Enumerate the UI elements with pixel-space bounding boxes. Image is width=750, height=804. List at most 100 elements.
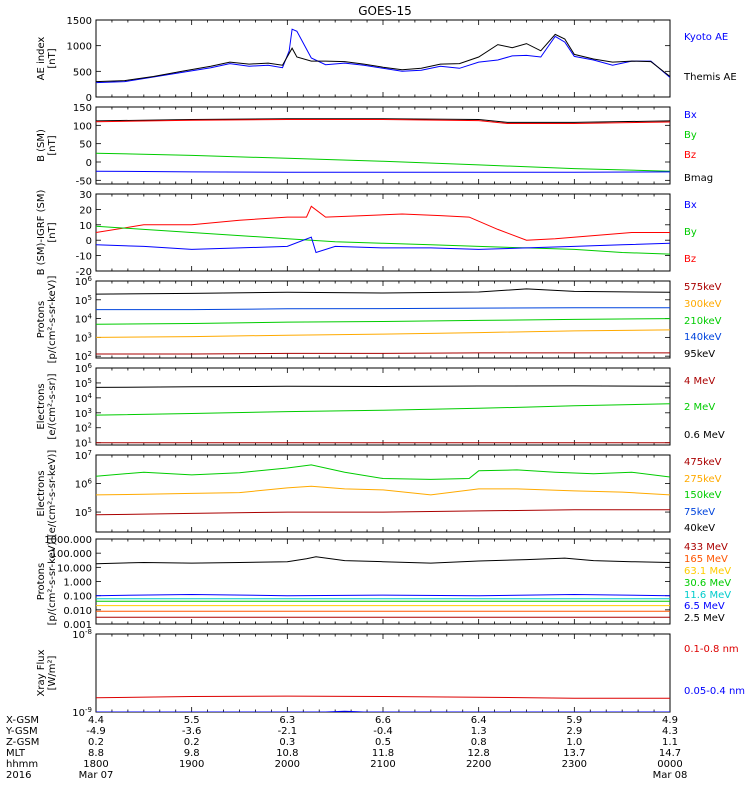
- y-tick-exponent: 5: [88, 294, 92, 302]
- series-line-275kev: [96, 485, 670, 496]
- ephemeris-row-label: MLT: [6, 748, 26, 759]
- y-tick-label: 0.001: [63, 620, 92, 631]
- ephemeris-value: 1.1: [662, 737, 678, 748]
- y-tick-label: 10-8: [72, 628, 92, 641]
- legend-entry: 0.05-0.4 nm: [684, 686, 745, 697]
- legend-entry: Kyoto AE: [684, 32, 728, 43]
- panel-2: -50 0 50 100 150 B (SM)[nT] Bx By Bz Bmag: [36, 103, 713, 187]
- y-axis-label-line: Xray Flux: [36, 649, 47, 696]
- ephemeris-value: 6.4: [471, 715, 487, 726]
- y-tick-exponent: 3: [88, 331, 92, 339]
- y-tick-exponent: 6: [88, 362, 93, 370]
- y-tick-label: 0: [86, 158, 92, 169]
- ephemeris-value: 2300: [562, 759, 587, 770]
- legend-entry: 30.6 MeV: [684, 578, 731, 589]
- legend-entry: By: [684, 227, 697, 238]
- ephemeris-value: 5.9: [566, 715, 582, 726]
- ephemeris-row-label: Z-GSM: [6, 737, 39, 748]
- ephemeris-value: 11.8: [372, 748, 394, 759]
- series-line-bz: [96, 205, 670, 241]
- y-tick-label: 104: [75, 392, 93, 405]
- series-line-bmag: [96, 118, 670, 123]
- y-axis-label: AE index[nT]: [36, 37, 58, 81]
- legend-entry: 475keV: [684, 457, 722, 468]
- ephemeris-value: 1.3: [471, 726, 487, 737]
- y-axis-label-line: Electrons: [36, 383, 47, 429]
- ephemeris-value: 6.6: [375, 715, 391, 726]
- legend-entry: Bx: [684, 110, 697, 121]
- ephemeris-value: 2200: [466, 759, 491, 770]
- legend-entry: By: [684, 130, 697, 141]
- legend-entry: Bz: [684, 254, 696, 265]
- y-tick-exponent: 7: [88, 449, 92, 457]
- y-tick-label: 0.010: [63, 606, 92, 617]
- y-axis-label-line: AE index: [36, 37, 47, 81]
- y-tick-label: 103: [75, 331, 92, 344]
- y-axis-label-line: [p/(cm²-s-sr-keV)]: [47, 276, 58, 364]
- ephemeris-value: Mar 08: [653, 770, 688, 781]
- ephemeris-value: 1.0: [566, 737, 582, 748]
- ephemeris-value: -4.9: [86, 726, 106, 737]
- y-tick-exponent: 6: [88, 478, 93, 486]
- series-line-kyoto-ae: [96, 28, 670, 84]
- ephemeris-table: X-GSMY-GSMZ-GSMMLThhmm20164.4-4.90.28.81…: [5, 715, 687, 781]
- series-line-140kev: [96, 307, 670, 311]
- legend-entry: 433 MeV: [684, 542, 728, 553]
- panel-series: [96, 695, 670, 712]
- panel-frame: [95, 633, 671, 713]
- y-tick-label: 103: [75, 407, 92, 420]
- ephemeris-row-label: 2016: [6, 770, 31, 781]
- y-tick-label: 1000: [67, 42, 92, 53]
- y-tick-exponent: 4: [88, 313, 93, 321]
- panel-6: 105 106 107 Electrons[e/(cm²-s-sr-keV)] 475k…: [36, 449, 722, 537]
- legend-entry: 11.6 MeV: [684, 590, 731, 601]
- series-line-575kev: [96, 352, 670, 355]
- y-axis-label-line: Electrons: [36, 470, 47, 516]
- legend-entry: Bmag: [684, 173, 713, 184]
- panel-7: 0.001 0.010 0.100 1.000 10.000 100.000 1000.00…: [36, 535, 731, 631]
- ephemeris-value: 13.7: [563, 748, 585, 759]
- y-axis-label: B (SM)[nT]: [36, 129, 58, 162]
- y-tick-exponent: 1: [88, 437, 92, 445]
- y-axis-label-line: [e/(cm²-s-sr)]: [47, 373, 58, 439]
- y-tick-exponent: 4: [88, 392, 93, 400]
- y-axis-label-line: B (SM)-IGRF (SM): [36, 190, 47, 276]
- legend-entry: 6.5 MeV: [684, 601, 725, 612]
- series-line-0-05-0-4-nm: [96, 710, 670, 712]
- series-line-bz: [96, 119, 670, 124]
- ephemeris-value: -2.1: [278, 726, 298, 737]
- y-axis-label-line: [e/(cm²-s-sr-keV)]: [47, 450, 58, 538]
- ephemeris-value: 14.7: [659, 748, 681, 759]
- legend-entry: 63.1 MeV: [684, 566, 731, 577]
- y-tick-exponent: 2: [88, 350, 92, 358]
- panel-3: -20 -10 0 10 20 30 B (SM)-IGRF (SM)[nT] Bx By Bz: [36, 190, 697, 278]
- y-tick-label: 105: [75, 506, 92, 519]
- legend-entry: 2.5 MeV: [684, 613, 725, 624]
- y-tick-exponent: -9: [85, 706, 92, 714]
- series-line-95kev: [96, 288, 670, 295]
- panel-series: [96, 556, 670, 618]
- series-line-by: [96, 225, 670, 255]
- y-tick-label: 105: [75, 294, 92, 307]
- ephemeris-row-label: X-GSM: [6, 715, 39, 726]
- ephemeris-value: 0.3: [279, 737, 295, 748]
- panel-series: [96, 385, 670, 444]
- ephemeris-value: 4.3: [662, 726, 678, 737]
- y-axis-label: Protons[p/(cm²-s-sr-keV)]: [36, 276, 58, 364]
- series-line-themis-ae: [96, 33, 670, 83]
- series-line-0-1-0-8-nm: [96, 695, 670, 699]
- ephemeris-value: 12.8: [468, 748, 490, 759]
- ephemeris-value: 10.8: [276, 748, 298, 759]
- y-tick-label: 100: [73, 121, 92, 132]
- y-tick-label: -20: [76, 267, 92, 278]
- y-axis-label: Xray Flux[W/m²]: [36, 649, 58, 696]
- panel-5: 101 102 103 104 105 106 Electrons[e/(cm²-s-sr)…: [36, 362, 725, 450]
- series-line-bx: [96, 170, 670, 173]
- ephemeris-value: 8.8: [88, 748, 104, 759]
- y-axis-label: Electrons[e/(cm²-s-sr-keV)]: [36, 450, 58, 538]
- ephemeris-value: 0.2: [184, 737, 200, 748]
- y-tick-label: 101: [75, 437, 92, 450]
- legend-entry: 300keV: [684, 299, 722, 310]
